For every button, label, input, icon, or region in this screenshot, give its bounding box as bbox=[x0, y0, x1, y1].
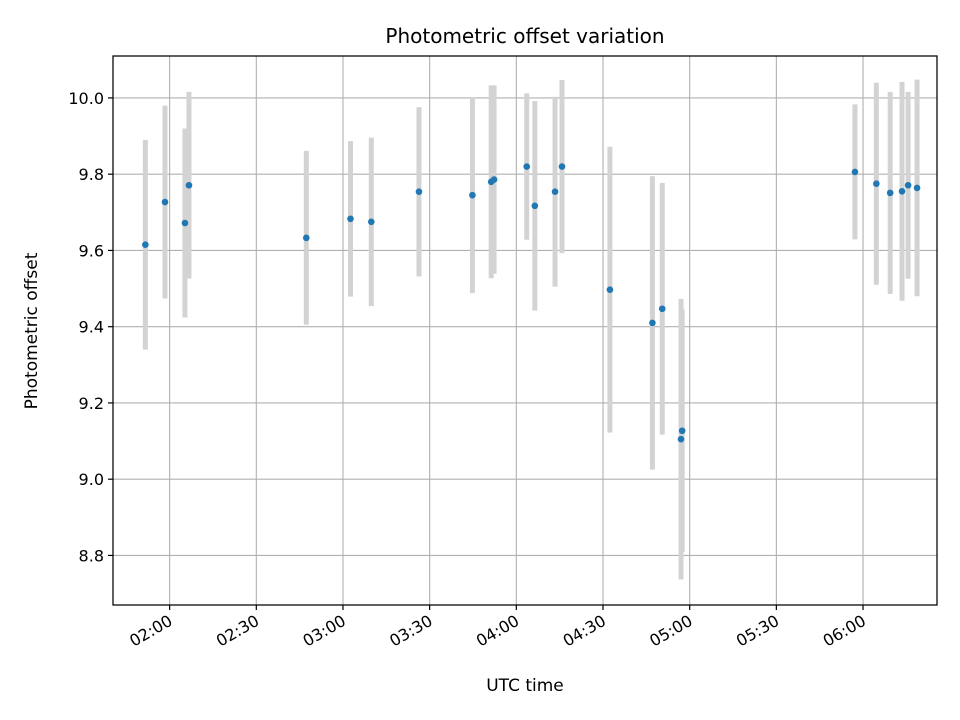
y-tick-label: 9.0 bbox=[79, 470, 104, 489]
y-tick-label: 9.8 bbox=[79, 165, 104, 184]
y-tick-label: 9.6 bbox=[79, 241, 104, 260]
chart-title: Photometric offset variation bbox=[385, 24, 664, 48]
data-point bbox=[185, 181, 193, 189]
y-axis: 8.8 9.0 9.2 9.4 9.6 9.8 10.0 bbox=[68, 89, 113, 565]
y-tick-label: 9.2 bbox=[79, 394, 104, 413]
data-point bbox=[913, 184, 921, 192]
data-point bbox=[415, 188, 423, 196]
x-axis-label: UTC time bbox=[486, 676, 564, 696]
y-axis-label: Photometric offset bbox=[22, 252, 42, 409]
data-point bbox=[904, 181, 912, 189]
data-point bbox=[678, 427, 686, 435]
y-tick-label: 10.0 bbox=[68, 89, 104, 108]
data-point bbox=[490, 176, 498, 183]
data-points bbox=[142, 163, 921, 443]
data-point bbox=[523, 163, 531, 170]
data-point bbox=[606, 286, 614, 294]
data-point bbox=[677, 435, 685, 443]
data-point bbox=[531, 202, 539, 210]
data-point bbox=[302, 234, 310, 242]
data-point bbox=[551, 188, 559, 196]
data-point bbox=[558, 163, 566, 170]
data-point bbox=[181, 219, 189, 227]
y-tick-label: 8.8 bbox=[79, 546, 104, 565]
data-point bbox=[851, 168, 859, 176]
data-point bbox=[347, 215, 354, 223]
data-point bbox=[142, 241, 149, 249]
data-point bbox=[469, 191, 476, 199]
data-point bbox=[658, 305, 666, 313]
data-point bbox=[367, 218, 375, 226]
grid bbox=[113, 56, 937, 605]
data-point bbox=[886, 189, 894, 197]
data-point bbox=[161, 198, 169, 206]
data-point bbox=[898, 188, 906, 195]
plot-frame bbox=[112, 55, 938, 606]
data-point bbox=[873, 180, 880, 188]
data-point bbox=[649, 319, 656, 327]
y-tick-label: 9.4 bbox=[79, 318, 104, 337]
